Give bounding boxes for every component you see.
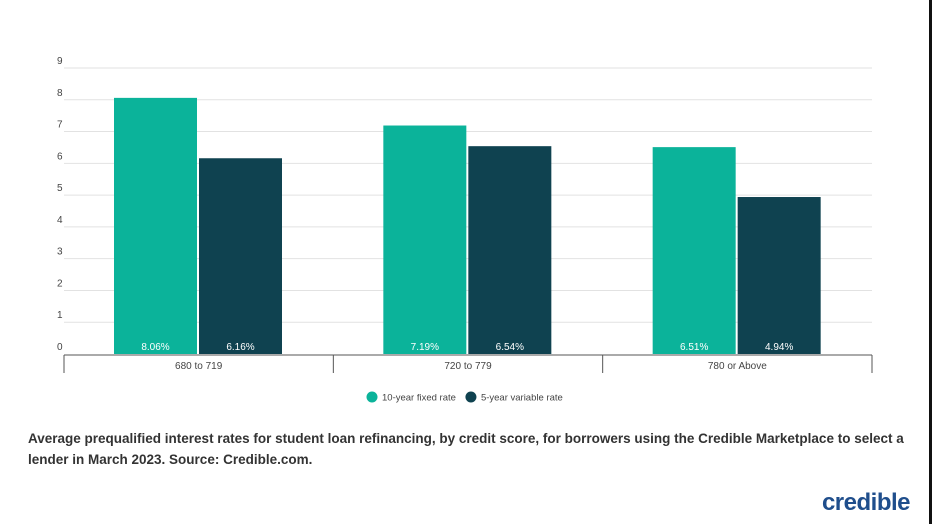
y-tick-label: 3 bbox=[57, 247, 63, 258]
x-tick-label: 680 to 719 bbox=[175, 361, 223, 372]
legend-marker bbox=[366, 391, 378, 403]
legend-marker bbox=[465, 391, 477, 403]
bar bbox=[199, 158, 282, 354]
bar-chart: 0 1 2 3 4 5 6 7 8 9 8.06% 6.16%680 to 719 7.19% 6.54%… bbox=[57, 56, 873, 404]
y-tick-label: 4 bbox=[57, 215, 63, 226]
bar bbox=[652, 147, 736, 354]
data-label: 8.06% bbox=[141, 342, 169, 353]
frame-edge bbox=[929, 0, 932, 524]
y-tick-label: 1 bbox=[57, 310, 63, 321]
y-tick-label: 7 bbox=[57, 120, 63, 131]
y-tick-label: 2 bbox=[57, 278, 63, 289]
y-tick-label: 8 bbox=[57, 88, 63, 99]
chart-caption: Average prequalified interest rates for … bbox=[28, 431, 904, 467]
data-label: 6.16% bbox=[226, 342, 254, 353]
y-tick-label: 0 bbox=[57, 342, 63, 353]
y-tick-label: 9 bbox=[57, 56, 63, 67]
bar bbox=[383, 125, 467, 354]
bar bbox=[468, 146, 552, 354]
data-label: 6.51% bbox=[680, 342, 708, 353]
y-tick-label: 6 bbox=[57, 151, 63, 162]
x-tick-label: 720 to 779 bbox=[444, 361, 492, 372]
bar bbox=[114, 97, 197, 355]
data-label: 7.19% bbox=[411, 342, 439, 353]
data-label: 4.94% bbox=[765, 342, 793, 353]
data-label: 6.54% bbox=[496, 342, 524, 353]
legend-label: 5-year variable rate bbox=[481, 393, 563, 404]
bar bbox=[737, 197, 821, 354]
legend-label: 10-year fixed rate bbox=[382, 393, 456, 404]
x-tick-label: 780 or Above bbox=[708, 361, 767, 372]
credible-logo: credible bbox=[821, 489, 911, 516]
y-tick-label: 5 bbox=[57, 183, 63, 194]
